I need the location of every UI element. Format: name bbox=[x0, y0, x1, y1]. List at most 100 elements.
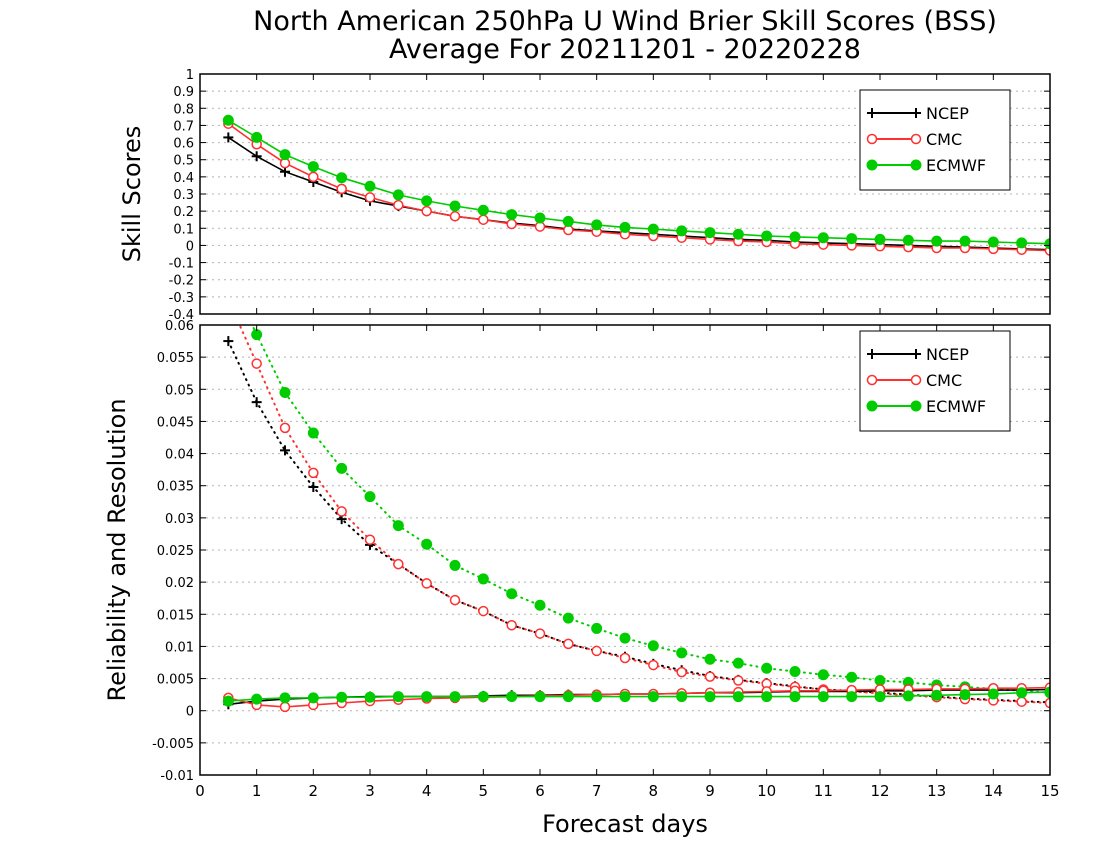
ecmwf-marker bbox=[1044, 686, 1050, 698]
ecmwf-marker bbox=[562, 612, 574, 624]
ecmwf-marker bbox=[279, 149, 291, 161]
x-tick-label: 7 bbox=[592, 782, 602, 800]
cmc-marker bbox=[251, 358, 262, 369]
ecmwf-marker bbox=[987, 688, 999, 700]
ecmwf-marker bbox=[789, 666, 801, 677]
ecmwf-marker bbox=[222, 695, 234, 707]
ecmwf-marker bbox=[874, 691, 886, 703]
reliability-resolution-y-tick-label: 0 bbox=[186, 705, 194, 720]
legend-entry-ncep: NCEP bbox=[867, 345, 969, 364]
cmc-marker bbox=[733, 675, 744, 686]
x-tick-label: 0 bbox=[195, 782, 205, 800]
cmc-marker bbox=[478, 214, 489, 225]
ecmwf-marker bbox=[534, 691, 546, 703]
skill-scores-y-label: Skill Scores bbox=[118, 126, 146, 263]
legend-entry-cmc: CMC bbox=[866, 130, 962, 149]
ecmwf-marker bbox=[591, 622, 603, 634]
skill-scores-y-axis: 1 0.9 0.8 0.7 0.6 0.5 0.4 0.3 0.2 0.1 0 -0.1 -0.2 -0.… bbox=[169, 68, 1051, 323]
legend-label: ECMWF bbox=[926, 156, 986, 175]
ecmwf-marker bbox=[619, 632, 631, 644]
ecmwf-marker bbox=[704, 227, 716, 239]
reliability-resolution-series bbox=[222, 325, 1050, 713]
cmc-marker bbox=[421, 578, 432, 589]
ecmwf-marker bbox=[846, 671, 858, 683]
cmc-marker bbox=[478, 605, 489, 617]
reliability-resolution-y-tick-label: 0.05 bbox=[165, 383, 194, 398]
reliability-resolution-y-tick-label: 0.01 bbox=[165, 640, 194, 655]
legend-entry-ecmwf: ECMWF bbox=[866, 397, 986, 416]
x-tick-label: 2 bbox=[309, 782, 319, 800]
x-tick-label: 15 bbox=[1040, 782, 1059, 800]
ecmwf-marker bbox=[392, 189, 404, 201]
x-tick-label: 12 bbox=[870, 782, 889, 800]
ecmwf-marker bbox=[591, 691, 603, 703]
cmc-marker bbox=[449, 211, 461, 222]
legend-label: CMC bbox=[926, 371, 962, 390]
ncep-marker bbox=[911, 108, 921, 118]
ecmwf-marker bbox=[874, 233, 886, 245]
ecmwf-marker bbox=[251, 329, 263, 341]
reliability-resolution-y-tick-label: 0.02 bbox=[165, 576, 194, 591]
ecmwf-marker bbox=[421, 691, 433, 703]
ecmwf-marker bbox=[902, 690, 914, 702]
cmc-marker bbox=[866, 133, 878, 145]
ecmwf-marker bbox=[817, 691, 829, 703]
ecmwf-marker bbox=[1016, 237, 1028, 249]
skill-scores-y-tick-label: 0.1 bbox=[173, 222, 194, 237]
skill-scores-y-tick-label: 0.5 bbox=[173, 154, 194, 169]
ecmwf-marker bbox=[251, 693, 263, 705]
cmc-marker bbox=[279, 422, 291, 434]
cmc-marker bbox=[676, 666, 687, 678]
cmc-marker bbox=[506, 619, 517, 631]
x-tick-label: 1 bbox=[252, 782, 262, 800]
x-tick-label: 3 bbox=[365, 782, 375, 800]
skill-scores-legend: NCEP CMC ECMWF bbox=[859, 89, 1011, 191]
ecmwf-marker bbox=[987, 236, 999, 248]
skill-scores-y-tick-label: 0.4 bbox=[173, 171, 194, 186]
ecmwf-marker bbox=[874, 675, 886, 686]
skill-scores-panel: 1 0.9 0.8 0.7 0.6 0.5 0.4 0.3 0.2 0.1 0 -0.1 -0.2 -0.… bbox=[118, 68, 1051, 323]
cmc-marker bbox=[563, 638, 574, 650]
reliability-resolution-y-tick-label: 0.035 bbox=[157, 480, 194, 495]
skill-scores-y-tick-label: -0.1 bbox=[169, 257, 194, 272]
reliability-resolution-y-tick-label: 0.005 bbox=[157, 673, 194, 688]
ecmwf-marker bbox=[364, 491, 376, 503]
ecmwf-marker bbox=[959, 235, 971, 247]
reliability-resolution-y-tick-label: -0.01 bbox=[160, 769, 194, 784]
ecmwf-marker bbox=[761, 691, 773, 703]
x-tick-label: 5 bbox=[479, 782, 489, 800]
ncep-marker bbox=[251, 397, 262, 408]
ecmwf-marker bbox=[732, 228, 744, 240]
reliability-resolution-y-tick-label: 0.045 bbox=[157, 415, 194, 430]
cmc-marker bbox=[308, 467, 319, 479]
ecmwf-marker bbox=[676, 691, 688, 703]
x-tick-label: 4 bbox=[422, 782, 432, 800]
skill-scores-y-tick-label: -0.3 bbox=[169, 291, 194, 306]
x-axis-label: Forecast days bbox=[542, 810, 708, 838]
ecmwf-marker bbox=[279, 692, 291, 704]
ecmwf-marker bbox=[866, 400, 878, 412]
ncep-marker bbox=[280, 445, 290, 456]
ecmwf-marker bbox=[307, 427, 319, 439]
cmc-marker bbox=[506, 218, 517, 230]
ecmwf-marker bbox=[817, 669, 829, 681]
cmc-marker bbox=[591, 645, 602, 657]
ecmwf-marker bbox=[931, 235, 943, 247]
x-tick-label: 10 bbox=[757, 782, 776, 800]
ecmwf-marker bbox=[336, 462, 348, 474]
ecmwf-marker bbox=[761, 230, 773, 242]
ncep-marker bbox=[867, 349, 877, 359]
skill-scores-y-tick-label: 0 bbox=[186, 239, 194, 254]
ecmwf-marker bbox=[591, 219, 603, 231]
cmc-marker bbox=[393, 558, 404, 570]
ecmwf-marker bbox=[846, 233, 858, 245]
ecmwf-marker bbox=[421, 538, 433, 550]
skill-scores-y-tick-label: -0.2 bbox=[169, 274, 194, 289]
cmc-marker bbox=[393, 199, 404, 211]
ecmwf-marker bbox=[222, 114, 234, 126]
ecmwf-marker bbox=[817, 232, 829, 244]
ecmwf-marker bbox=[704, 691, 716, 703]
reliability-resolution-y-label: Reliability and Resolution bbox=[103, 398, 131, 701]
ncep-marker bbox=[251, 151, 262, 162]
